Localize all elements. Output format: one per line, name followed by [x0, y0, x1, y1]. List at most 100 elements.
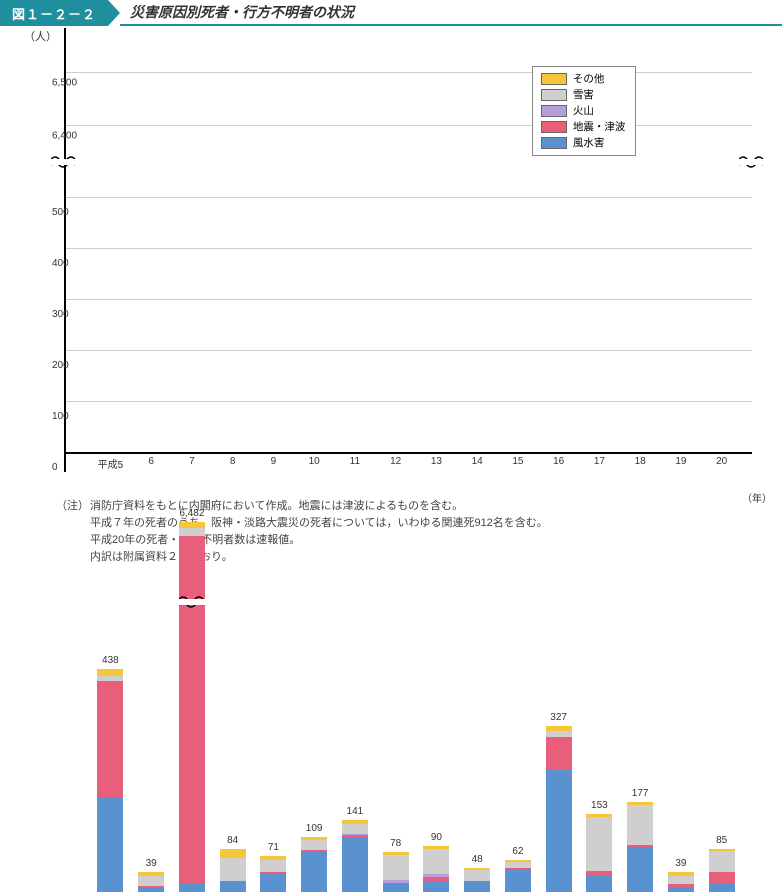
legend-label: 火山 [573, 103, 594, 119]
x-tick-label: 14 [472, 452, 483, 467]
bar-segment-quake [383, 883, 409, 885]
legend-label: 地震・津波 [573, 119, 626, 135]
bar-segment-quake [179, 536, 205, 883]
bar-total-label: 153 [579, 800, 619, 811]
bar-total-label: 109 [294, 823, 334, 834]
figure-container: 図１－２－２ 災害原因別死者・行方不明者の状況 （人） 438平成53966,4… [0, 0, 782, 584]
bar-segment-volcano [342, 834, 368, 835]
bar-total-label: 85 [702, 835, 742, 846]
bar-segment-quake [260, 872, 286, 873]
bar-segment-other [423, 846, 449, 849]
legend-swatch [541, 137, 567, 149]
x-tick-label: 17 [594, 452, 605, 467]
legend-item: 風水害 [541, 135, 626, 151]
x-tick-label: 12 [390, 452, 401, 467]
bar-total-label: 62 [498, 846, 538, 857]
bar-segment-windflood [138, 888, 164, 892]
bar-segment-other [464, 868, 490, 870]
x-tick-label: 9 [271, 452, 277, 467]
bar-segment-snow [423, 849, 449, 874]
y-axis-unit: （人） [24, 28, 57, 44]
bar-total-label: 78 [376, 838, 416, 849]
figure-number: 図１－２－２ [0, 0, 108, 26]
bar-segment-other [260, 856, 286, 861]
bar-segment-other [97, 669, 123, 676]
legend-label: 風水害 [573, 135, 605, 151]
bar-segment-snow [260, 860, 286, 871]
bar-segment-snow [383, 855, 409, 880]
bar-segment-quake [546, 737, 572, 770]
bar-total-label: 39 [131, 858, 171, 869]
legend-swatch [541, 121, 567, 133]
bar-segment-other [342, 820, 368, 824]
bar-total-label: 90 [416, 832, 456, 843]
y-tick: 400 [52, 258, 58, 278]
bar-segment-quake [220, 881, 246, 882]
bar-total-label: 141 [335, 806, 375, 817]
bar-segment-other [220, 849, 246, 858]
bar-total-label: 84 [213, 835, 253, 846]
bar-segment-other [586, 814, 612, 817]
bar-segment-windflood [627, 847, 653, 892]
bar-total-label: 177 [620, 788, 660, 799]
bars-layer: 438平成53966,48278487191091014111781290134… [64, 32, 752, 472]
bar-total-label: 327 [539, 712, 579, 723]
title-bar: 図１－２－２ 災害原因別死者・行方不明者の状況 [0, 0, 782, 26]
bar-segment-snow [220, 858, 246, 881]
bar-segment-quake [97, 681, 123, 798]
bar-segment-windflood [586, 876, 612, 892]
axis-break-icon [51, 155, 77, 174]
x-axis-unit: （年） [742, 490, 772, 505]
bar-segment-quake [423, 877, 449, 881]
bar-segment-other [709, 849, 735, 852]
x-tick-label: 18 [635, 452, 646, 467]
x-tick-label: 15 [512, 452, 523, 467]
legend-item: 火山 [541, 103, 626, 119]
chart-area: （人） 438平成53966,4827848719109101411178129… [64, 32, 752, 472]
bar-segment-snow [179, 528, 205, 536]
bar-segment-other [546, 726, 572, 731]
x-tick-label: 10 [309, 452, 320, 467]
legend-label: その他 [573, 71, 605, 87]
bar-total-label: 39 [661, 858, 701, 869]
legend-swatch [541, 89, 567, 101]
y-tick: 6,500 [52, 78, 58, 89]
legend-item: 地震・津波 [541, 119, 626, 135]
bar-segment-snow [301, 840, 327, 850]
bar-segment-other [505, 860, 531, 862]
bar-segment-other [627, 802, 653, 805]
bar-segment-snow [709, 851, 735, 871]
bar-segment-windflood [709, 884, 735, 892]
bar-segment-windflood [342, 837, 368, 892]
bar-segment-quake [586, 871, 612, 876]
bar-segment-snow [668, 876, 694, 884]
bar-segment-quake [138, 886, 164, 888]
bar-segment-windflood [260, 873, 286, 892]
axis-break-icon [179, 595, 205, 614]
footnote-label: （注） [56, 498, 89, 515]
bar-segment-snow [505, 862, 531, 867]
legend-swatch [541, 105, 567, 117]
y-tick: 0 [52, 462, 58, 482]
bar-segment-other [179, 522, 205, 528]
axis-break-icon [739, 155, 765, 174]
bar-segment-other [301, 837, 327, 841]
x-tick-label: 8 [230, 452, 236, 467]
bar-segment-volcano [423, 874, 449, 877]
x-tick-label: 7 [189, 452, 195, 467]
bar-segment-snow [97, 676, 123, 681]
bar-segment-snow [342, 824, 368, 834]
bar-segment-windflood [668, 888, 694, 892]
legend-item: その他 [541, 71, 626, 87]
bar-total-label: 6,482 [172, 508, 212, 519]
legend: その他雪害火山地震・津波風水害 [532, 66, 637, 156]
legend-label: 雪害 [573, 87, 594, 103]
y-tick: 200 [52, 360, 58, 380]
bar-segment-snow [586, 817, 612, 870]
bar-segment-quake [505, 868, 531, 870]
bar-segment-windflood [220, 882, 246, 892]
x-tick-label: 16 [553, 452, 564, 467]
x-tick-label: 平成5 [98, 452, 124, 471]
bar-segment-windflood [423, 881, 449, 892]
bar-segment-volcano [383, 880, 409, 883]
